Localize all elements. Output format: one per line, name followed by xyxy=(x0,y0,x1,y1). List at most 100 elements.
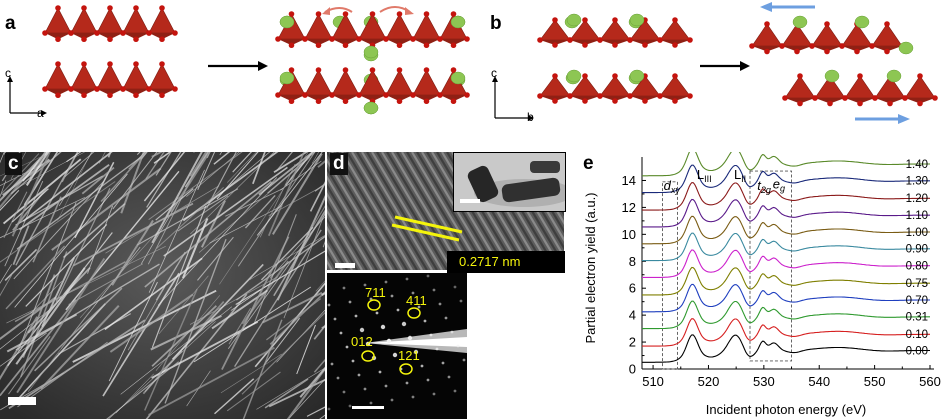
octahedron-shade xyxy=(123,89,149,96)
oxygen-atom xyxy=(854,48,860,55)
octahedron xyxy=(599,19,631,41)
sem-image xyxy=(0,152,325,419)
oxygen-atom xyxy=(642,42,648,48)
octahedron xyxy=(122,63,150,90)
oxygen-atom xyxy=(120,30,126,36)
lattice-fringe xyxy=(327,208,363,270)
oxygen-atom xyxy=(612,42,618,48)
oxygen-atom xyxy=(133,92,139,99)
series-line-1-40 xyxy=(642,152,930,177)
oxygen-atom xyxy=(288,11,295,17)
oxygen-atom xyxy=(423,11,430,17)
x-tick-label: 560 xyxy=(919,374,941,389)
series-label: 0.10 xyxy=(906,329,928,341)
nanowire xyxy=(0,274,13,297)
nanowire xyxy=(128,152,146,170)
saed-label-711: 711 xyxy=(365,285,386,300)
cation-atom xyxy=(629,69,645,83)
oxygen-atom xyxy=(315,98,322,105)
oxygen-atom xyxy=(329,36,335,42)
oxygen-atom xyxy=(437,92,443,98)
diffraction-spot xyxy=(438,302,442,306)
oxygen-atom xyxy=(839,43,845,49)
diffraction-spot xyxy=(342,286,346,290)
saed-pattern: 711 411 012 121 xyxy=(327,273,467,419)
diffraction-spot xyxy=(396,308,400,312)
oxygen-atom xyxy=(902,95,908,101)
series-label: 0.70 xyxy=(906,295,928,307)
axis-arrowhead xyxy=(492,76,498,82)
nanowire xyxy=(120,306,233,395)
oxygen-atom xyxy=(275,92,281,98)
nanowire xyxy=(145,152,165,180)
panel-b-axis-c: c xyxy=(491,66,497,80)
oxygen-atom xyxy=(133,36,139,43)
layer-a-right-bottom xyxy=(275,67,470,105)
nanowire xyxy=(263,317,300,366)
nanowire xyxy=(313,358,325,373)
oxygen-atom xyxy=(887,100,893,107)
nanowire xyxy=(144,180,272,288)
edge-label-eg: eg xyxy=(773,177,785,194)
tem-inset-image xyxy=(453,152,566,212)
oxygen-atom xyxy=(857,73,863,79)
nanowire xyxy=(66,152,82,163)
oxygen-atom xyxy=(42,30,48,36)
dxy-region-box xyxy=(662,181,678,370)
oxygen-atom xyxy=(396,98,403,105)
nanowire xyxy=(269,290,325,345)
series-line-0-70 xyxy=(642,283,930,313)
nanowire xyxy=(228,308,252,345)
cation-atom xyxy=(363,101,379,115)
octahedron-shade xyxy=(278,95,305,102)
nanowire xyxy=(74,161,115,239)
octahedron-shade xyxy=(413,95,440,102)
oxygen-atom xyxy=(857,100,863,107)
nanowire xyxy=(244,194,276,229)
diffraction-spot xyxy=(327,303,331,307)
octahedron-shade xyxy=(359,95,386,102)
nanowire xyxy=(27,267,91,334)
oxygen-atom xyxy=(672,98,678,104)
nanowire xyxy=(120,152,145,214)
diffraction-spot xyxy=(407,335,413,341)
nanowire xyxy=(20,152,86,187)
oxygen-atom xyxy=(779,43,785,49)
nanowire xyxy=(0,305,55,350)
lattice-fringe xyxy=(401,152,473,270)
nanowire xyxy=(151,305,217,367)
oxygen-atom xyxy=(396,67,403,73)
oxygen-atom xyxy=(872,95,878,101)
nanowire xyxy=(112,152,158,210)
oxygen-atom xyxy=(302,92,308,98)
series-label: 0.75 xyxy=(906,278,928,290)
edge-label-dxy-subscript: xy xyxy=(670,185,681,195)
diffraction-spot xyxy=(453,389,457,393)
octahedron xyxy=(148,7,176,34)
lattice-fringe xyxy=(327,166,388,270)
nanowire xyxy=(10,152,62,195)
diffraction-spot xyxy=(447,375,451,379)
diffraction-spot xyxy=(450,330,454,334)
oxygen-atom xyxy=(567,37,573,43)
nanowire xyxy=(275,152,293,172)
oxygen-atom xyxy=(55,5,61,11)
oxygen-atom xyxy=(797,100,803,107)
cation-atom xyxy=(886,69,902,83)
diffraction-spot xyxy=(378,370,382,374)
oxygen-atom xyxy=(597,37,603,43)
lattice-fringe xyxy=(327,183,378,270)
nanowire xyxy=(307,205,325,236)
nanowire xyxy=(273,209,325,297)
edge-label-L2: LII xyxy=(734,167,746,184)
oxygen-atom xyxy=(356,92,362,98)
panel-c-label: c xyxy=(5,153,22,175)
lattice-fringe xyxy=(391,152,463,270)
nanowire xyxy=(268,184,325,217)
oxygen-atom xyxy=(396,11,403,17)
diffraction-spot xyxy=(351,359,355,363)
diffraction-spot xyxy=(411,291,415,295)
oxygen-atom xyxy=(597,93,603,99)
octahedron xyxy=(811,23,843,47)
oxygen-atom xyxy=(159,92,165,99)
